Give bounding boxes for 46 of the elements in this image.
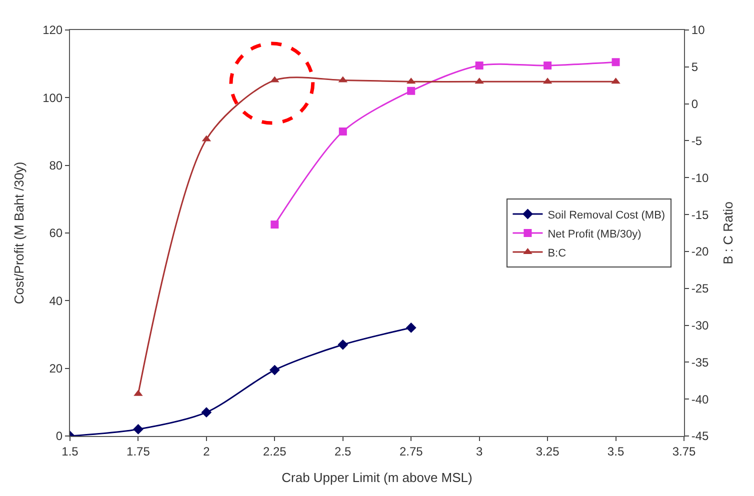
y2-tick-label: 5	[691, 60, 698, 74]
x-tick-label: 1.75	[126, 444, 150, 458]
y-tick-label: 80	[49, 158, 63, 173]
y-tick-label: 60	[49, 226, 63, 240]
point	[133, 424, 144, 434]
y2-tick-label: -10	[691, 170, 710, 185]
x-tick-label: 2	[203, 444, 210, 458]
legend-label: Soil Removal Cost (MB)	[548, 209, 666, 222]
point	[269, 364, 280, 376]
x-tick-label: 3.5	[607, 444, 624, 458]
x-tick-label: 2.75	[399, 444, 424, 458]
point	[406, 322, 416, 333]
point	[407, 86, 416, 95]
point	[475, 62, 484, 70]
x-tick-label: 3.75	[672, 444, 696, 458]
legend-label: Net Profit (MB/30y)	[548, 228, 642, 240]
y2-tick-label: -35	[691, 355, 710, 370]
x-tick-label: 2.5	[334, 444, 352, 458]
y-tick-label: 40	[49, 294, 63, 308]
x-axis-title: Crab Upper Limit (m above MSL)	[282, 470, 472, 485]
point	[201, 407, 212, 418]
y2-axis-title: B : C Ratio	[720, 202, 736, 264]
y2-tick-label: 10	[691, 23, 706, 38]
y2-tick-label: -30	[691, 318, 710, 332]
y2-tick-label: 0	[691, 97, 698, 112]
point	[338, 128, 347, 136]
point	[544, 62, 552, 70]
y2-tick-label: -5	[691, 134, 702, 148]
legend-label: B:C	[548, 247, 566, 260]
x-tick-label: 1.5	[62, 444, 79, 458]
y-tick-label: 120	[42, 23, 63, 38]
y-tick-label: 100	[42, 90, 63, 105]
y2-tick-label: -15	[691, 208, 710, 222]
x-tick-label: 3	[476, 444, 483, 458]
y-tick-label: 0	[56, 429, 63, 444]
y2-tick-label: -20	[691, 244, 710, 259]
x-tick-label: 2.25	[262, 444, 287, 458]
y2-tick-label: -40	[691, 392, 710, 406]
point	[338, 339, 348, 350]
y-tick-label: 20	[49, 362, 63, 376]
x-tick-label: 3.25	[536, 444, 560, 458]
point	[270, 220, 279, 229]
y2-tick-label: -25	[691, 282, 710, 296]
y2-tick-label: -45	[691, 429, 710, 444]
y-axis-title: Cost/Profit (M Baht /30y)	[12, 162, 27, 304]
point	[612, 58, 620, 66]
